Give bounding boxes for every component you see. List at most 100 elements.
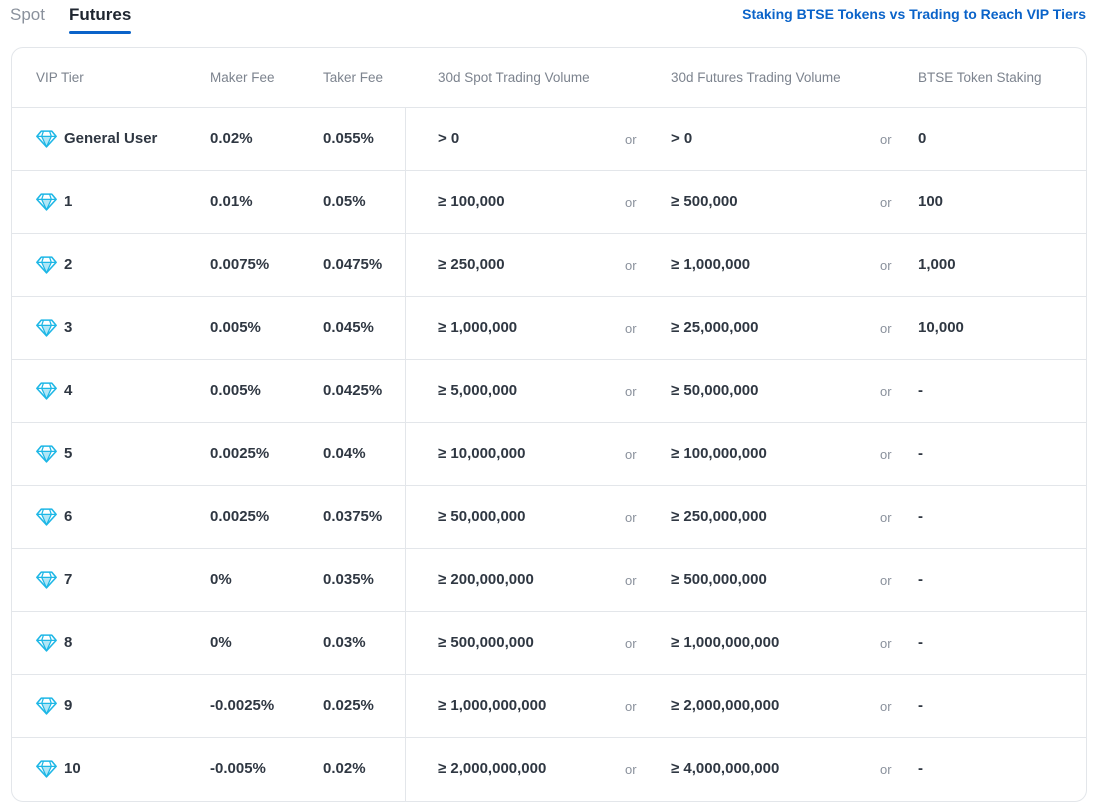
cell-taker-fee: 0.025%	[323, 697, 374, 714]
cell-token-staking: -	[918, 697, 923, 714]
tab-futures[interactable]: Futures	[68, 0, 132, 34]
or-label: or	[625, 384, 637, 399]
cell-futures-volume: ≥ 50,000,000	[671, 382, 759, 399]
cell-spot-volume: > 0	[438, 130, 460, 147]
staking-vs-trading-link[interactable]: Staking BTSE Tokens vs Trading to Reach …	[742, 6, 1086, 22]
cell-futures-volume: ≥ 1,000,000,000	[671, 634, 780, 651]
cell-spot-volume: ≥ 500,000,000	[438, 634, 534, 651]
cell-maker-fee: 0.0025%	[210, 508, 270, 525]
or-label: or	[880, 132, 892, 147]
cell-taker-fee: 0.0375%	[323, 508, 383, 525]
cell-taker-fee: 0.03%	[323, 634, 366, 651]
cell-futures-volume: ≥ 100,000,000	[671, 445, 767, 462]
table-row: General User 0.02% 0.055% > 0 or > 0 or …	[12, 108, 1086, 171]
header-taker-fee: Taker Fee	[323, 70, 384, 85]
or-label: or	[625, 447, 637, 462]
diamond-icon	[36, 508, 57, 526]
cell-token-staking: -	[918, 760, 923, 777]
or-label: or	[880, 195, 892, 210]
column-divider	[405, 108, 406, 801]
diamond-icon	[36, 760, 57, 778]
cell-token-staking: -	[918, 508, 923, 525]
diamond-icon	[36, 319, 57, 337]
header-maker-fee: Maker Fee	[210, 70, 275, 85]
diamond-icon	[36, 697, 57, 715]
market-tabs: Spot Futures	[10, 0, 155, 36]
cell-taker-fee: 0.055%	[323, 130, 374, 147]
cell-maker-fee: 0.0025%	[210, 445, 270, 462]
table-row: 6 0.0025% 0.0375% ≥ 50,000,000 or ≥ 250,…	[12, 486, 1086, 549]
diamond-icon	[36, 634, 57, 652]
cell-token-staking: -	[918, 382, 923, 399]
cell-token-staking: -	[918, 571, 923, 588]
or-label: or	[625, 699, 637, 714]
table-row: 10 -0.005% 0.02% ≥ 2,000,000,000 or ≥ 4,…	[12, 738, 1086, 801]
cell-futures-volume: ≥ 2,000,000,000	[671, 697, 780, 714]
cell-futures-volume: > 0	[671, 130, 693, 147]
table-row: 9 -0.0025% 0.025% ≥ 1,000,000,000 or ≥ 2…	[12, 675, 1086, 738]
table-row: 7 0% 0.035% ≥ 200,000,000 or ≥ 500,000,0…	[12, 549, 1086, 612]
cell-tier: 1	[64, 193, 73, 210]
cell-maker-fee: 0%	[210, 571, 232, 588]
cell-tier: 2	[64, 256, 73, 273]
cell-token-staking: 1,000	[918, 256, 956, 273]
or-label: or	[625, 258, 637, 273]
cell-tier: 9	[64, 697, 73, 714]
cell-maker-fee: 0.0075%	[210, 256, 270, 273]
cell-spot-volume: ≥ 200,000,000	[438, 571, 534, 588]
or-label: or	[880, 510, 892, 525]
or-label: or	[625, 636, 637, 651]
cell-taker-fee: 0.045%	[323, 319, 374, 336]
or-label: or	[880, 321, 892, 336]
cell-spot-volume: ≥ 100,000	[438, 193, 505, 210]
cell-tier: 7	[64, 571, 73, 588]
cell-tier: 8	[64, 634, 73, 651]
vip-tier-table: VIP Tier Maker Fee Taker Fee 30d Spot Tr…	[11, 47, 1087, 802]
table-row: 2 0.0075% 0.0475% ≥ 250,000 or ≥ 1,000,0…	[12, 234, 1086, 297]
cell-futures-volume: ≥ 500,000	[671, 193, 738, 210]
cell-tier: 3	[64, 319, 73, 336]
diamond-icon	[36, 256, 57, 274]
cell-tier: 5	[64, 445, 73, 462]
diamond-icon	[36, 445, 57, 463]
cell-futures-volume: ≥ 500,000,000	[671, 571, 767, 588]
or-label: or	[625, 762, 637, 777]
diamond-icon	[36, 193, 57, 211]
or-label: or	[880, 762, 892, 777]
cell-futures-volume: ≥ 250,000,000	[671, 508, 767, 525]
cell-maker-fee: 0.01%	[210, 193, 253, 210]
table-header: VIP Tier Maker Fee Taker Fee 30d Spot Tr…	[12, 48, 1086, 108]
cell-maker-fee: -0.005%	[210, 760, 266, 777]
cell-spot-volume: ≥ 10,000,000	[438, 445, 526, 462]
cell-spot-volume: ≥ 5,000,000	[438, 382, 518, 399]
cell-tier: 6	[64, 508, 73, 525]
cell-token-staking: -	[918, 634, 923, 651]
header-token-staking: BTSE Token Staking	[918, 70, 1042, 85]
or-label: or	[880, 384, 892, 399]
cell-maker-fee: -0.0025%	[210, 697, 275, 714]
or-label: or	[880, 258, 892, 273]
cell-spot-volume: ≥ 50,000,000	[438, 508, 526, 525]
cell-token-staking: 10,000	[918, 319, 964, 336]
cell-spot-volume: ≥ 1,000,000,000	[438, 697, 547, 714]
or-label: or	[880, 447, 892, 462]
table-row: 4 0.005% 0.0425% ≥ 5,000,000 or ≥ 50,000…	[12, 360, 1086, 423]
or-label: or	[625, 321, 637, 336]
cell-taker-fee: 0.035%	[323, 571, 374, 588]
cell-spot-volume: ≥ 2,000,000,000	[438, 760, 547, 777]
cell-token-staking: 100	[918, 193, 944, 210]
cell-token-staking: -	[918, 445, 923, 462]
or-label: or	[625, 510, 637, 525]
cell-spot-volume: ≥ 250,000	[438, 256, 505, 273]
cell-maker-fee: 0.005%	[210, 319, 261, 336]
or-label: or	[880, 573, 892, 588]
or-label: or	[880, 699, 892, 714]
cell-taker-fee: 0.0475%	[323, 256, 383, 273]
cell-tier: 4	[64, 382, 73, 399]
tab-spot[interactable]: Spot	[10, 5, 45, 24]
header-futures-volume: 30d Futures Trading Volume	[671, 70, 841, 85]
cell-tier: 10	[64, 760, 81, 777]
table-row: 3 0.005% 0.045% ≥ 1,000,000 or ≥ 25,000,…	[12, 297, 1086, 360]
or-label: or	[625, 195, 637, 210]
or-label: or	[625, 132, 637, 147]
